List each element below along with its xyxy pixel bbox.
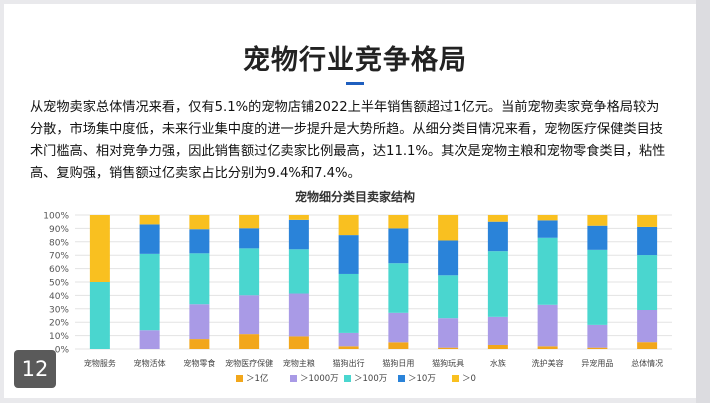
y-tick-label: 30%: [49, 305, 69, 315]
bar-segment: [438, 347, 459, 349]
x-tick-label: 总体情况: [631, 358, 663, 368]
legend-label: ＞1000万: [300, 374, 339, 384]
y-tick-label: 80%: [49, 238, 69, 248]
bar-segment: [239, 334, 260, 349]
x-tick-label: 猫狗玩具: [432, 358, 464, 368]
bar-segment: [288, 336, 309, 349]
y-tick-label: 20%: [49, 319, 69, 329]
bar-segment: [438, 275, 459, 319]
bar-segment: [587, 324, 608, 348]
bar-segment: [637, 226, 658, 256]
bar-segment: [388, 263, 409, 313]
bar-segment: [637, 215, 658, 227]
x-tick-label: 猫狗日用: [382, 358, 414, 368]
legend-label: ＞0: [462, 374, 476, 384]
x-tick-label: 宠物主粮: [283, 358, 315, 368]
y-tick-label: 40%: [49, 292, 69, 302]
bar-segment: [139, 253, 160, 331]
y-tick-label: 50%: [49, 279, 69, 289]
bar-segment: [338, 346, 359, 349]
legend-swatch: [236, 375, 243, 382]
bar-segment: [189, 304, 210, 340]
bar-segment: [288, 293, 309, 337]
bar-segment: [239, 248, 260, 296]
x-tick-label: 猫狗出行: [333, 358, 365, 368]
legend-swatch: [290, 375, 297, 382]
bar-segment: [537, 346, 558, 349]
bar-segment: [438, 318, 459, 348]
bar-segment: [487, 251, 508, 317]
bar-segment: [338, 215, 359, 236]
bar-segment: [537, 237, 558, 305]
bar-segment: [189, 229, 210, 254]
bar-segment: [587, 215, 608, 226]
bar-segment: [239, 295, 260, 335]
bar-segment: [288, 219, 309, 250]
bar-segment: [189, 253, 210, 305]
bar-segment: [487, 316, 508, 345]
bar-segment: [537, 215, 558, 221]
bar-segment: [637, 310, 658, 343]
y-tick-label: 60%: [49, 265, 69, 275]
bar-segment: [288, 249, 309, 294]
bar-segment: [637, 255, 658, 311]
bar-segment: [338, 235, 359, 274]
bar-segment: [487, 215, 508, 222]
bar-segment: [139, 224, 160, 254]
summary-paragraph: 从宠物卖家总体情况来看，仅有5.1%的宠物店铺2022上半年销售额超过1亿元。当…: [30, 100, 666, 181]
bar-segment: [537, 220, 558, 238]
y-tick-label: 70%: [49, 252, 69, 262]
x-tick-label: 水族: [490, 358, 506, 368]
bar-segment: [189, 215, 210, 230]
title-underline: [346, 82, 364, 85]
bar-segment: [139, 215, 160, 225]
bar-segment: [487, 221, 508, 252]
x-tick-label: 洗护美容: [532, 358, 564, 368]
bar-segment: [189, 339, 210, 349]
bar-segment: [388, 215, 409, 229]
x-tick-label: 宠物活体: [134, 358, 166, 368]
bar-segment: [438, 240, 459, 276]
bar-segment: [587, 249, 608, 325]
bar-segment: [89, 282, 110, 349]
bar-segment: [89, 215, 110, 282]
x-tick-label: 宠物医疗保健: [225, 358, 273, 368]
x-tick-label: 宠物服务: [84, 358, 116, 368]
slide-title: 宠物行业竞争格局: [243, 45, 467, 76]
y-tick-label: 100%: [43, 212, 69, 222]
y-tick-label: 10%: [49, 332, 69, 342]
y-tick-label: 90%: [49, 225, 69, 235]
window-edge: [696, 0, 710, 403]
bar-segment: [487, 344, 508, 349]
x-tick-label: 异宠用品: [581, 358, 613, 368]
bar-segment: [587, 225, 608, 250]
bar-segment: [637, 342, 658, 349]
bar-segment: [239, 228, 260, 249]
page-number-badge: 12: [14, 350, 56, 388]
x-tick-label: 宠物零食: [183, 358, 215, 368]
chart-title: 宠物细分类目卖家结构: [294, 190, 415, 204]
legend-swatch: [344, 375, 351, 382]
legend-swatch: [452, 375, 459, 382]
bar-segment: [537, 304, 558, 347]
legend-swatch: [398, 375, 405, 382]
bar-segment: [438, 215, 459, 241]
bar-segment: [388, 312, 409, 343]
bar-segment: [338, 273, 359, 333]
legend-label: ＞1亿: [246, 373, 268, 384]
legend-label: ＞10万: [408, 374, 436, 384]
bar-segment: [288, 215, 309, 220]
bar-segment: [587, 347, 608, 349]
bar-segment: [139, 330, 160, 349]
legend-label: ＞100万: [354, 374, 387, 384]
y-tick-label: 0%: [55, 346, 70, 356]
bar-segment: [388, 342, 409, 349]
bar-segment: [239, 215, 260, 229]
bar-segment: [338, 332, 359, 347]
bar-segment: [388, 228, 409, 264]
